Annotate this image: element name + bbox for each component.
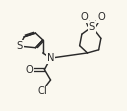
- Text: O: O: [97, 13, 105, 23]
- Text: N: N: [47, 53, 54, 63]
- Text: S: S: [17, 41, 23, 51]
- Text: Cl: Cl: [38, 86, 48, 96]
- Text: S: S: [89, 22, 95, 32]
- Text: O: O: [25, 65, 33, 75]
- Text: O: O: [81, 13, 89, 23]
